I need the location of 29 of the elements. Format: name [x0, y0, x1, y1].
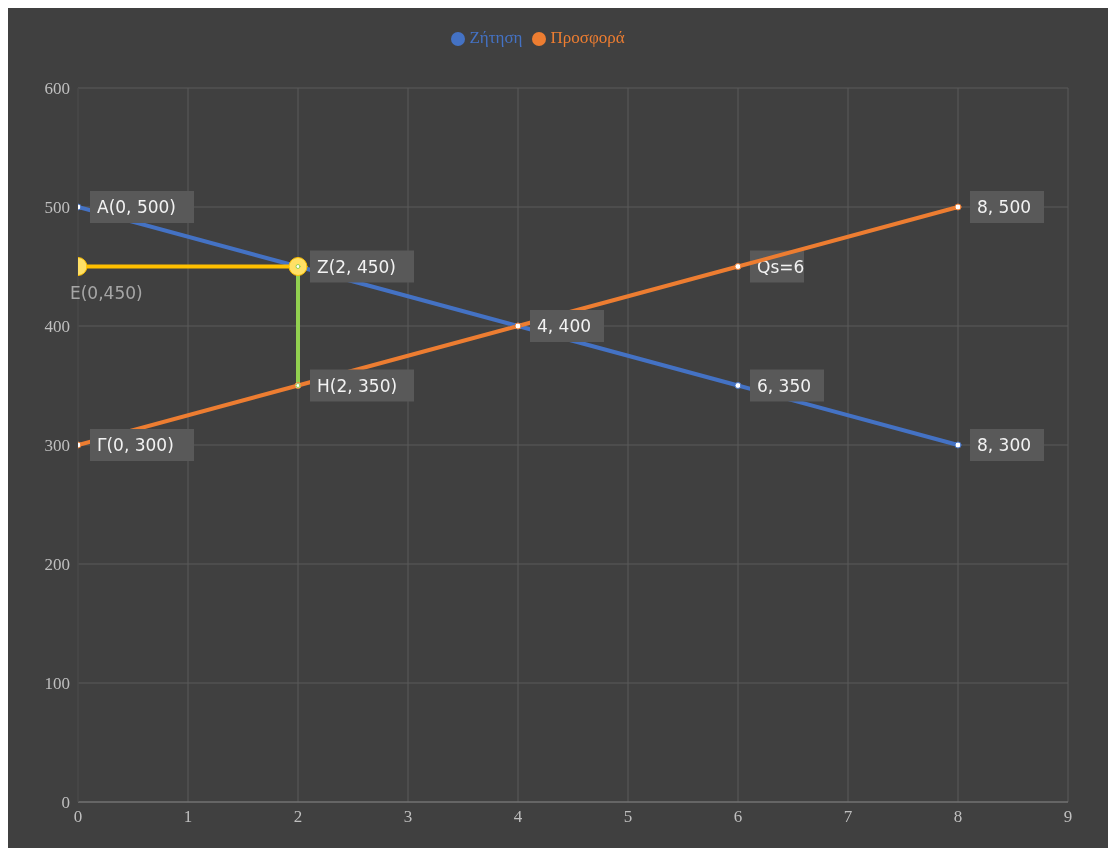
- y-tick-label: 100: [44, 674, 70, 694]
- x-tick-label: 2: [293, 807, 303, 827]
- data-label: 8, 500: [977, 197, 1032, 217]
- x-tick-label: 5: [623, 807, 633, 827]
- y-tick-label: 400: [44, 317, 70, 337]
- y-tick-label: 600: [44, 79, 70, 99]
- data-label: 6, 350: [757, 375, 812, 396]
- x-tick-label: 0: [73, 807, 83, 827]
- x-tick-label: 1: [183, 807, 193, 827]
- y-tick-label: 500: [44, 198, 70, 218]
- data-label: 8, 300: [977, 435, 1032, 455]
- annotation: Qs=6: [757, 256, 805, 277]
- x-tick-label: 9: [1063, 807, 1073, 827]
- data-label: Γ(0, 300): [97, 435, 174, 455]
- x-tick-label: 8: [953, 807, 963, 827]
- x-tick-label: 7: [843, 807, 853, 827]
- legend-label: Προσφορά: [550, 28, 625, 47]
- data-label: E(0,450): [70, 282, 143, 303]
- x-tick-label: 6: [733, 807, 743, 827]
- data-label: H(2, 350): [317, 375, 398, 396]
- data-label: 4, 400: [537, 316, 592, 336]
- y-tick-label: 300: [44, 436, 70, 456]
- data-label: A(0, 500): [97, 197, 176, 217]
- legend-label: Ζήτηση: [469, 28, 523, 47]
- x-tick-label: 3: [403, 807, 413, 827]
- x-tick-label: 4: [513, 807, 523, 827]
- data-label: Z(2, 450): [317, 256, 396, 277]
- y-tick-label: 200: [44, 555, 70, 575]
- y-tick-label: 0: [61, 793, 70, 813]
